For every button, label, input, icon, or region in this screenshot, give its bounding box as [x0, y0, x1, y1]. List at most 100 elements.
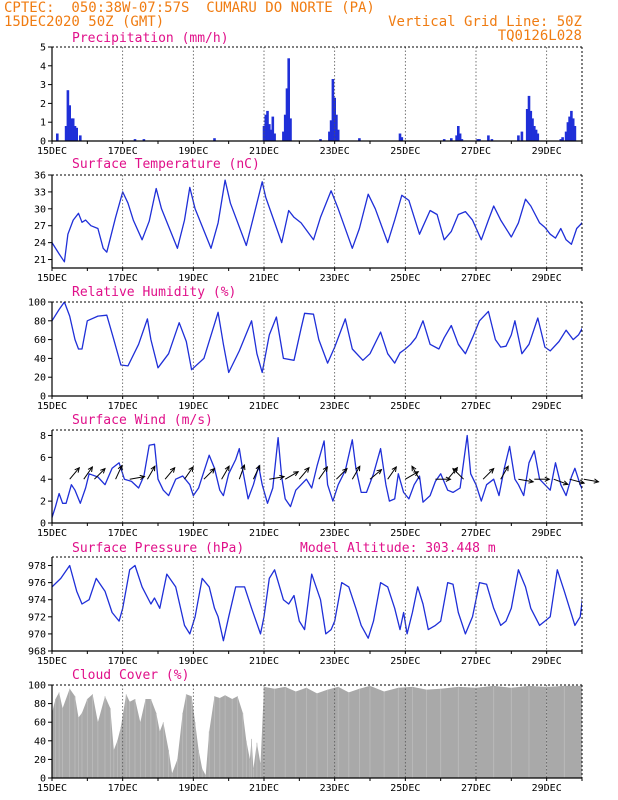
precip-xtick-label: 19DEC: [178, 146, 208, 157]
precip-xtick-label: 29DEC: [532, 146, 562, 157]
cloud-xtick-label: 21DEC: [249, 783, 279, 794]
wind-xtick-label: 15DEC: [37, 528, 67, 539]
wind-arrow: [83, 465, 94, 480]
wind-arrow-head: [452, 467, 458, 474]
wind-xtick-label: 19DEC: [178, 528, 208, 539]
wind-arrow-head: [503, 465, 509, 472]
wind-arrow-head: [100, 467, 106, 474]
precip-xtick-label: 21DEC: [249, 146, 279, 157]
wind-arrow: [351, 465, 361, 480]
wind-arrow-head: [224, 465, 230, 472]
wind-arrow-head: [150, 465, 156, 472]
cloud-ytick-label: 80: [34, 699, 46, 710]
temp-xtick-label: 15DEC: [37, 273, 67, 284]
wind-arrow-shaft: [452, 468, 464, 480]
wind-arrow-head: [342, 467, 348, 474]
precip-bar: [455, 135, 458, 141]
pres-altitude: Model Altitude: 303.448 m: [300, 541, 496, 556]
rh-panel: Relative Humidity (%) 0 20 40 60 80 100 15DEC 1…: [28, 285, 583, 412]
precip-bar: [564, 131, 568, 141]
precip-bar: [450, 138, 453, 141]
rh-title: Relative Humidity (%): [72, 285, 236, 300]
wind-arrow: [298, 466, 310, 480]
precip-bar: [531, 118, 534, 141]
precip-bar: [336, 129, 340, 141]
precip-data: [56, 58, 577, 141]
precip-xtick-label: 17DEC: [108, 146, 138, 157]
rh-ytick-label: 100: [28, 298, 46, 309]
precip-xtick-label: 27DEC: [461, 146, 491, 157]
wind-panel: Surface Wind (m/s) 0 2 4 6 8 15DEC 17DEC 19DEC 2…: [37, 413, 600, 539]
pres-xtick-label: 15DEC: [37, 656, 67, 667]
temp-xtick-label: 27DEC: [461, 273, 491, 284]
wind-arrow-shaft: [94, 468, 106, 480]
precip-bar: [529, 110, 533, 141]
rh-ytick-label: 20: [34, 373, 46, 384]
wind-arrow-shaft: [553, 478, 568, 485]
precip-bar: [264, 114, 268, 141]
header-model: TQ0126L028: [498, 28, 582, 44]
precip-bar: [68, 105, 71, 141]
wind-arrow: [369, 468, 383, 480]
precip-bar: [520, 131, 524, 141]
wind-arrow-head: [488, 467, 495, 474]
wind-arrow-shaft: [69, 467, 80, 480]
wind-arrow: [387, 465, 397, 480]
wind-arrow-head: [544, 476, 551, 482]
wind-arrow-shaft: [336, 468, 348, 480]
precip-bar: [71, 118, 75, 141]
precip-bar: [358, 138, 361, 141]
rh-xtick-label: 15DEC: [37, 401, 67, 412]
pres-xtick-label: 23DEC: [320, 656, 350, 667]
wind-arrow-shaft: [369, 469, 382, 480]
temp-xtick-label: 29DEC: [532, 273, 562, 284]
precip-bar: [398, 133, 402, 141]
precip-bar: [490, 139, 494, 141]
wind-arrow-shaft: [184, 466, 194, 480]
precip-bar: [79, 135, 82, 141]
wind-arrow-head: [255, 464, 261, 471]
rh-xtick-label: 21DEC: [249, 401, 279, 412]
header-date: 15DEC2020 50Z (GMT): [4, 14, 164, 30]
wind-arrow: [252, 464, 261, 480]
precip-bar: [213, 138, 216, 141]
header-grid-line: Vertical Grid Line: 50Z: [388, 14, 582, 30]
wind-arrow-head: [240, 464, 246, 471]
pres-xtick-label: 27DEC: [461, 656, 491, 667]
wind-arrow: [115, 464, 123, 480]
precip-bar: [534, 129, 538, 141]
wind-arrow-shaft: [318, 466, 328, 480]
wind-arrow-head: [445, 476, 452, 482]
precip-ytick-label: 5: [40, 43, 46, 54]
wind-arrow: [203, 467, 216, 480]
pres-data: [52, 564, 582, 642]
wind-arrow-shaft: [238, 464, 245, 480]
precip-bar: [273, 133, 276, 141]
wind-arrow: [553, 478, 569, 486]
rh-xtick-label: 23DEC: [320, 401, 350, 412]
temp-ytick-label: 33: [34, 187, 46, 198]
precip-bar: [536, 133, 540, 141]
wind-arrow: [500, 465, 509, 480]
precip-bar: [66, 90, 70, 141]
wind-ytick-label: 2: [40, 497, 46, 508]
wind-ytick-label: 0: [40, 519, 46, 530]
wind-arrow-head: [188, 465, 194, 472]
precip-bar: [478, 139, 481, 141]
precip-bar: [283, 114, 287, 141]
precip-bar: [442, 139, 446, 141]
precip-bar: [561, 137, 564, 141]
temp-xtick-label: 23DEC: [320, 273, 350, 284]
rh-xtick-label: 17DEC: [108, 401, 138, 412]
wind-arrow-head: [139, 474, 146, 481]
precip-bar: [287, 58, 290, 141]
pres-ytick-label: 976: [28, 578, 46, 589]
wind-arrow-head: [74, 466, 81, 473]
wind-series-line: [52, 434, 582, 518]
precip-ytick-label: 0: [40, 137, 46, 148]
rh-xtick-label: 25DEC: [390, 401, 420, 412]
wind-arrow: [518, 478, 535, 484]
temp-panel: Surface Temperature (nC) 21 24 27 30 33 36 15D…: [34, 157, 583, 284]
wind-arrow-head: [293, 471, 300, 477]
